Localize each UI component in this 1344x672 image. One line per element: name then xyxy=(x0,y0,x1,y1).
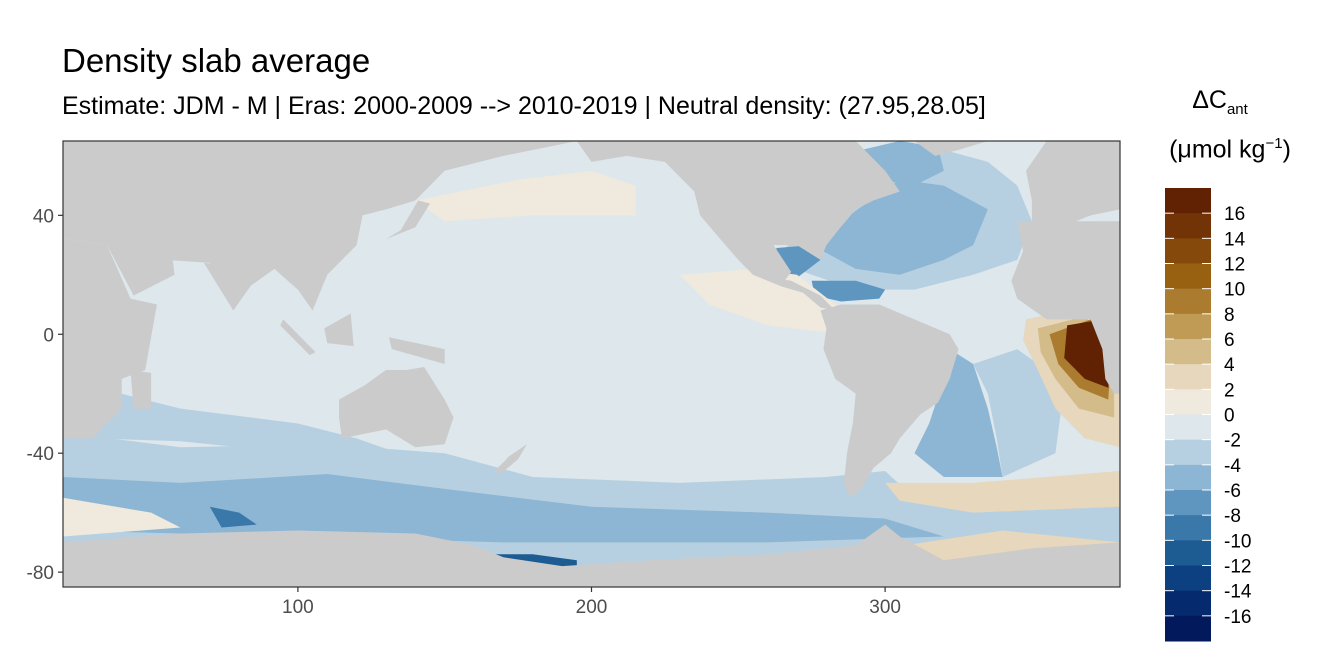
legend-swatch xyxy=(1165,490,1211,516)
land-africa xyxy=(63,141,157,439)
legend-swatch xyxy=(1165,540,1211,566)
land-africa-east xyxy=(1011,221,1120,394)
south-atlantic-central xyxy=(973,349,1062,477)
legend-label: 2 xyxy=(1224,380,1235,401)
y-tick-label: 40 xyxy=(33,206,54,227)
legend-swatch xyxy=(1165,515,1211,541)
legend-label: -14 xyxy=(1224,582,1252,603)
map-title: Density slab average xyxy=(62,42,371,79)
legend-swatch xyxy=(1165,615,1211,642)
land-japan xyxy=(385,200,431,240)
legend-units: (μmol kg−1) xyxy=(1169,135,1291,164)
southern-ocean-band-inner xyxy=(63,474,944,543)
map-panel xyxy=(63,141,1120,587)
legend-colorbar: 16 14 12 10 8 6 4 2 0 -2 -4 -6 -8 -10 -12 -14 -16 xyxy=(1165,188,1252,642)
legend-label: -2 xyxy=(1224,431,1241,452)
weddell-warm xyxy=(885,471,1120,513)
land-antarctica xyxy=(63,524,1120,587)
legend-label: 4 xyxy=(1224,355,1235,376)
land-new-zealand xyxy=(494,444,527,475)
land-north-america xyxy=(576,141,900,284)
land-eurasia xyxy=(63,141,577,311)
land-central-america xyxy=(752,274,836,311)
legend-swatch xyxy=(1165,414,1211,441)
legend-swatch xyxy=(1165,464,1211,491)
legend-label: 16 xyxy=(1224,204,1245,225)
north-pacific-warm xyxy=(415,170,636,222)
indian-ocean-south xyxy=(92,393,416,460)
legend-label: -10 xyxy=(1224,531,1251,552)
legend-swatch xyxy=(1165,288,1211,315)
legend-swatch xyxy=(1165,213,1211,239)
legend-label: 6 xyxy=(1224,330,1235,351)
legend-label: -8 xyxy=(1224,506,1241,527)
x-tick-label: 300 xyxy=(869,597,901,618)
legend-swatch xyxy=(1165,439,1211,466)
legend-swatch xyxy=(1165,313,1211,340)
land-arctic-fringe xyxy=(576,141,856,156)
land-sumatra xyxy=(280,319,316,356)
legend-label: 10 xyxy=(1224,280,1245,301)
east-tropical-pacific-warm xyxy=(679,268,842,335)
y-tick-label: -40 xyxy=(27,444,54,465)
legend-swatch xyxy=(1165,263,1211,290)
x-tick-label: 200 xyxy=(576,597,608,618)
legend-label: 12 xyxy=(1224,255,1245,276)
map-subtitle: Estimate: JDM - M | Eras: 2000-2009 --> … xyxy=(62,92,986,120)
land-arabia xyxy=(109,245,175,296)
land-south-america xyxy=(820,304,959,498)
legend-label: 14 xyxy=(1224,229,1246,250)
y-tick-label: 0 xyxy=(43,325,54,346)
legend-swatch xyxy=(1165,364,1211,390)
legend-swatch xyxy=(1165,339,1211,365)
legend-swatch xyxy=(1165,238,1211,264)
indian-south-warm xyxy=(63,497,181,537)
legend-label: 8 xyxy=(1224,305,1235,326)
legend-label: -16 xyxy=(1224,607,1251,628)
legend-swatch xyxy=(1165,389,1211,415)
legend-swatch xyxy=(1165,565,1211,592)
north-atlantic-core xyxy=(811,179,988,275)
land-india xyxy=(203,262,263,311)
land-borneo xyxy=(324,313,354,347)
legend-swatch xyxy=(1165,188,1211,214)
land-madagascar xyxy=(130,369,152,409)
legend-label: 0 xyxy=(1224,406,1235,427)
legend-swatch xyxy=(1165,590,1211,617)
legend-label: -6 xyxy=(1224,481,1241,502)
kerguelen-deep xyxy=(209,506,257,528)
land-greenland xyxy=(914,141,988,156)
south-atlantic-west xyxy=(914,349,1003,477)
x-tick-label: 100 xyxy=(282,597,314,618)
legend-label: -4 xyxy=(1224,456,1241,477)
caribbean-sea xyxy=(811,280,886,302)
legend-label: -12 xyxy=(1224,557,1251,578)
legend-title: ΔCant xyxy=(1192,86,1248,118)
land-new-guinea xyxy=(388,337,445,364)
land-australia xyxy=(338,366,454,448)
land-europe xyxy=(1026,141,1120,228)
y-tick-label: -80 xyxy=(27,563,54,584)
